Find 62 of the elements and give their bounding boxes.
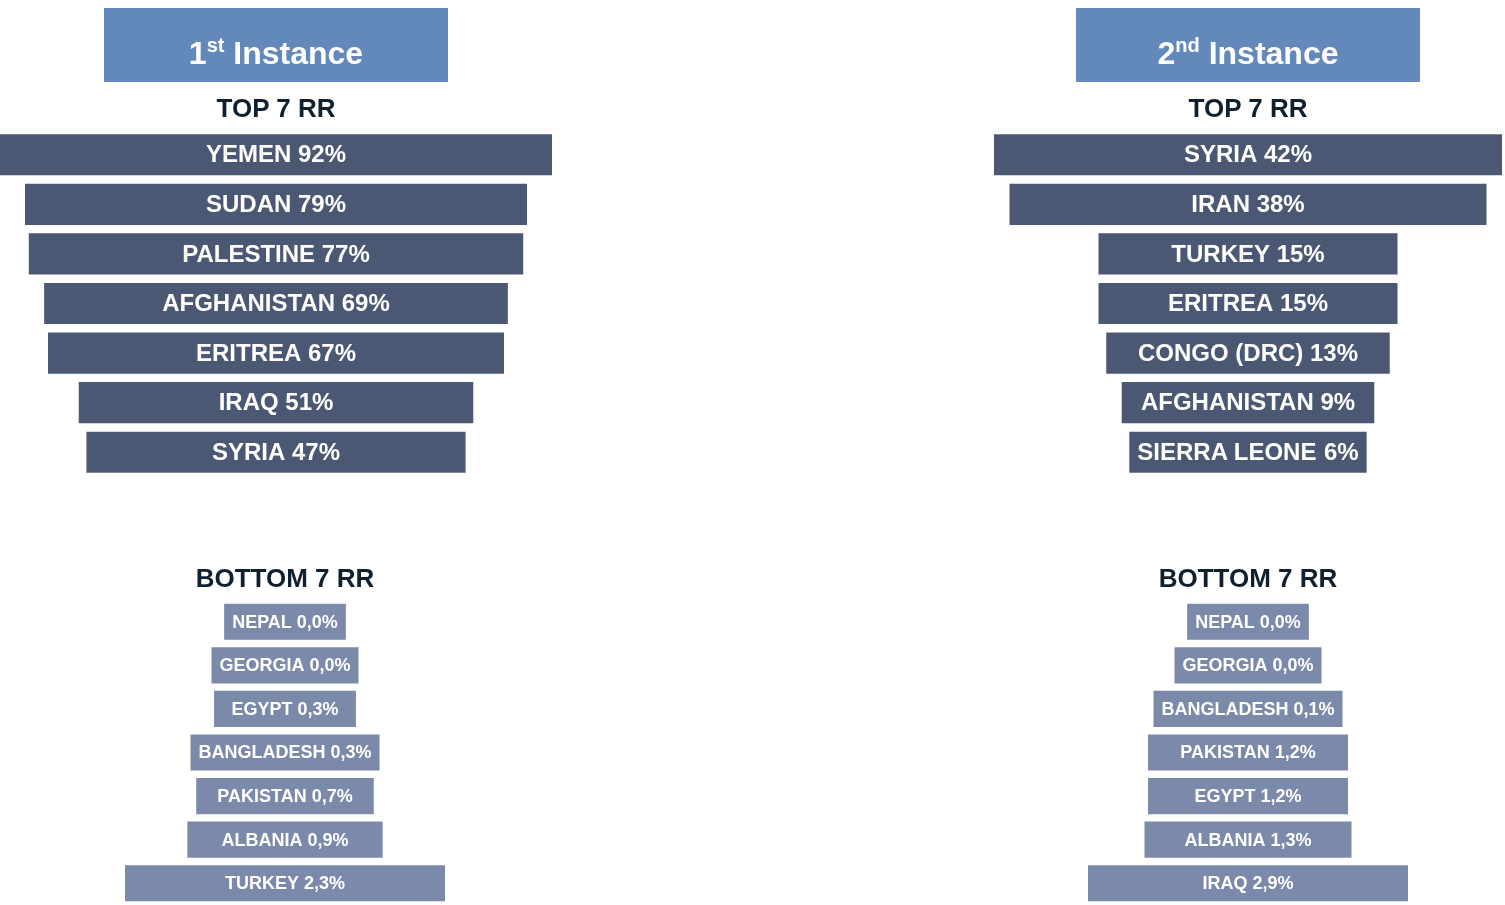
data-label: 9% [1320,388,1356,416]
data-label: 0,0% [296,611,338,632]
category-label: AFGHANISTAN [162,289,336,317]
text: 2$^{nd}$ Instance [1076,8,1420,82]
category-label: ALBANIA [1184,829,1266,850]
category-label: TURKEY [1171,239,1270,267]
data-label: 6% [1324,437,1359,465]
text: BOTTOM 7 RR [194,562,376,595]
data-label: 2,3% [303,873,346,894]
data-label: 79% [297,189,347,217]
data-label: 38% [1256,189,1305,217]
data-label: 69% [341,289,390,317]
category-label: SUDAN [205,189,292,217]
category-label: PALESTINE [182,239,316,267]
data-label: 0,3% [330,742,372,763]
category-label: NEPAL [232,611,292,632]
category-label: PAKISTAN [217,786,307,807]
category-label: SIERRA LEONE [1137,437,1317,465]
category-label: SYRIA [211,437,286,465]
category-label: PAKISTAN [1180,742,1270,763]
category-label: ERITREA [1167,289,1274,317]
category-label: BANGLADESH [1161,698,1289,719]
data-label: 67% [307,338,357,366]
text: TOP 7 RR [1187,92,1309,125]
text: 1$^{st}$ Instance [104,8,448,82]
category-label: ERITREA [195,338,302,366]
data-label: 0,0% [1272,655,1314,676]
data-label: 51% [285,388,334,416]
data-label: 0,0% [309,655,351,676]
category-label: ALBANIA [221,829,303,850]
category-label: CONGO (DRC) [1137,338,1304,366]
data-label: 2,9% [1252,873,1294,894]
data-label: 0,0% [1259,611,1301,632]
data-label: 42% [1263,140,1313,168]
text: TOP 7 RR [215,92,337,125]
data-label: 0,1% [1293,698,1335,719]
text: BOTTOM 7 RR [1157,562,1339,595]
category-label: BANGLADESH [198,742,326,763]
data-label: 92% [297,140,347,168]
category-label: EGYPT [1194,786,1256,807]
data-label: 13% [1309,338,1359,366]
category-label: YEMEN [205,140,292,168]
data-label: 47% [291,437,341,465]
category-label: NEPAL [1195,611,1255,632]
data-label: 77% [321,239,370,267]
data-label: 15% [1276,239,1325,267]
category-label: EGYPT [231,698,293,719]
data-label: 1,2% [1274,742,1316,763]
data-label: 0,3% [297,698,339,719]
data-label: 15% [1279,289,1329,317]
category-label: AFGHANISTAN [1140,388,1314,416]
data-label: 0,7% [311,786,353,807]
data-label: 0,9% [307,829,349,850]
category-label: SYRIA [1183,140,1258,168]
category-label: GEORGIA [1182,655,1268,676]
data-label: 1,3% [1270,829,1312,850]
category-label: IRAN [1191,189,1250,217]
category-label: IRAQ [218,388,279,416]
category-label: GEORGIA [219,655,305,676]
category-label: IRAQ [1202,873,1248,894]
data-label: 1,2% [1260,786,1302,807]
category-label: TURKEY [224,873,299,894]
